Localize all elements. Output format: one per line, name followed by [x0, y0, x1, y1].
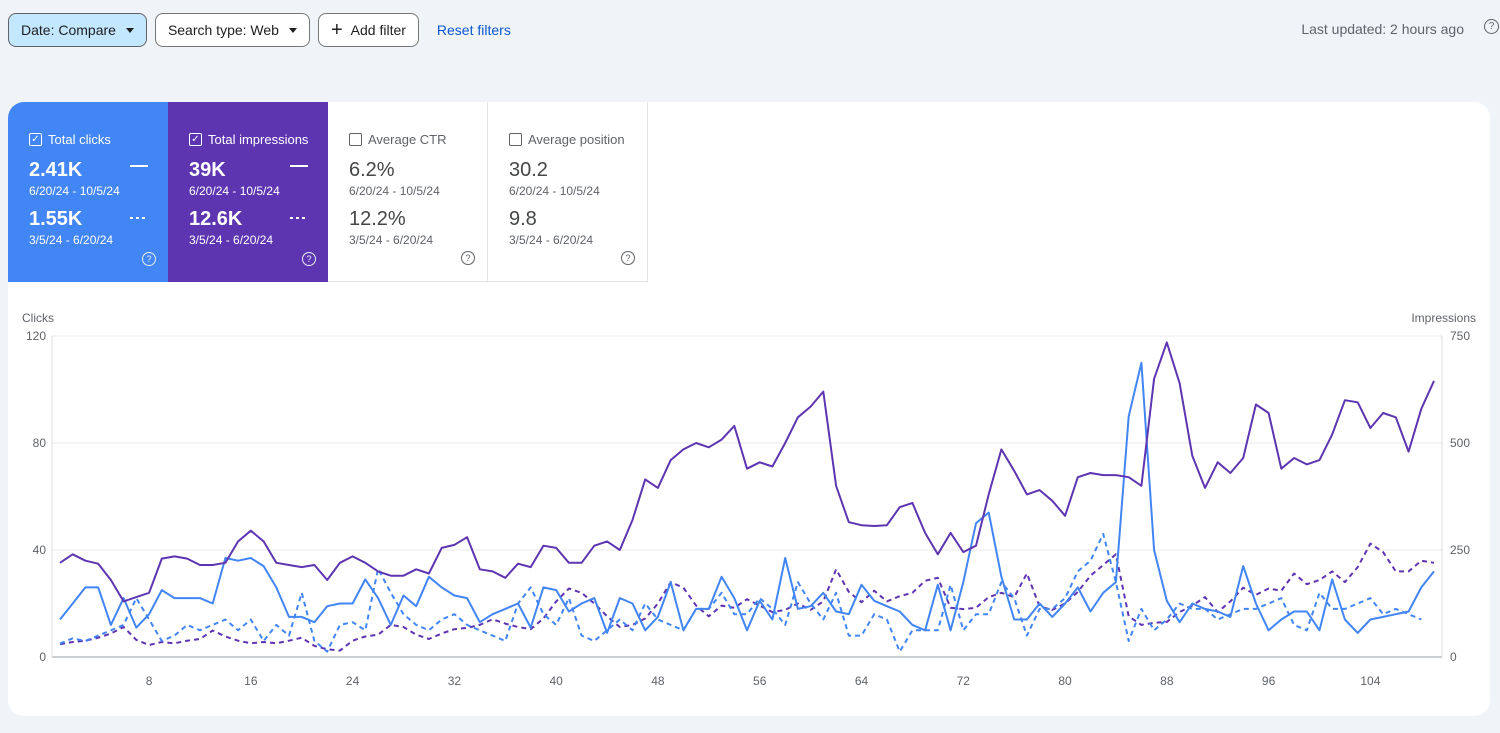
metric-current-range: 6/20/24 - 10/5/24: [509, 184, 600, 198]
clicks-previous-series-line: [59, 532, 1422, 653]
metric-tile-total-impressions[interactable]: ✓ Total impressions 39K 6/20/24 - 10/5/2…: [168, 102, 328, 282]
filter-toolbar: Date: Compare Search type: Web + Add fil…: [8, 12, 511, 48]
metric-tile-average-position[interactable]: Average position 30.2 6/20/24 - 10/5/24 …: [488, 102, 648, 282]
last-updated-text: Last updated: 2 hours ago: [1301, 21, 1464, 37]
checkbox-icon[interactable]: ✓: [189, 133, 202, 146]
plus-icon: +: [330, 19, 343, 41]
caret-down-icon: [288, 27, 297, 33]
x-tick-label: 8: [146, 674, 153, 688]
metric-header: ✓ Total impressions: [189, 132, 328, 147]
metric-previous-range: 3/5/24 - 6/20/24: [29, 233, 114, 247]
x-tick-label: 80: [1058, 674, 1072, 688]
y2-tick-label: 0: [1450, 650, 1457, 664]
x-tick-label: 48: [651, 674, 665, 688]
y-tick-label: 120: [26, 329, 46, 343]
clicks-current-series-line: [59, 361, 1435, 634]
checkbox-icon[interactable]: [349, 133, 362, 146]
metric-current-value: 6.2%: [349, 159, 395, 181]
metric-previous-value: 12.2%: [349, 208, 406, 230]
performance-card: ✓ Total clicks 2.41K 6/20/24 - 10/5/24 1…: [8, 102, 1490, 716]
metric-previous-range: 3/5/24 - 6/20/24: [189, 233, 274, 247]
impressions-previous-series-line: [59, 542, 1435, 652]
help-circle-icon[interactable]: ?: [461, 251, 475, 265]
impressions-current-series-line: [59, 341, 1435, 603]
y2-axis-label: Impressions: [1411, 311, 1476, 325]
y2-tick-label: 250: [1450, 543, 1470, 557]
x-tick-label: 16: [244, 674, 258, 688]
dotted-line-legend-icon: [130, 217, 148, 219]
metric-tile-average-ctr[interactable]: Average CTR 6.2% 6/20/24 - 10/5/24 12.2%…: [328, 102, 488, 282]
metric-label: Average CTR: [368, 132, 447, 147]
x-tick-label: 32: [448, 674, 462, 688]
metric-current-value: 39K: [189, 159, 226, 181]
checkbox-icon[interactable]: ✓: [29, 133, 42, 146]
caret-down-icon: [125, 27, 134, 33]
metric-label: Total clicks: [48, 132, 111, 147]
help-circle-icon[interactable]: ?: [1484, 19, 1499, 34]
search-type-label: Search type: Web: [167, 22, 279, 38]
date-filter-label: Date: Compare: [21, 22, 116, 38]
metric-previous-value: 12.6K: [189, 208, 243, 230]
metric-header: Average position: [509, 132, 647, 147]
metric-header: Average CTR: [349, 132, 487, 147]
x-tick-label: 72: [957, 674, 971, 688]
metric-previous-value: 1.55K: [29, 208, 83, 230]
help-circle-icon[interactable]: ?: [142, 252, 156, 266]
x-tick-label: 96: [1262, 674, 1276, 688]
metric-current-value: 2.41K: [29, 159, 83, 181]
reset-filters-link[interactable]: Reset filters: [436, 22, 511, 38]
solid-line-legend-icon: [290, 165, 308, 167]
add-filter-button[interactable]: + Add filter: [317, 13, 419, 47]
y2-tick-label: 750: [1450, 329, 1470, 343]
performance-chart[interactable]: 0 40 80 120 0 250 500 750 8 16 24 32 40 48 56 64 72 80 88 9…: [8, 102, 1490, 716]
help-circle-icon[interactable]: ?: [621, 251, 635, 265]
x-tick-label: 104: [1360, 674, 1380, 688]
metric-current-range: 6/20/24 - 10/5/24: [189, 184, 280, 198]
help-circle-icon[interactable]: ?: [302, 252, 316, 266]
x-tick-label: 40: [549, 674, 563, 688]
metric-current-value: 30.2: [509, 159, 548, 181]
y2-tick-label: 500: [1450, 436, 1470, 450]
metric-previous-range: 3/5/24 - 6/20/24: [509, 233, 594, 247]
metric-current-range: 6/20/24 - 10/5/24: [349, 184, 440, 198]
metric-previous-value: 9.8: [509, 208, 537, 230]
x-tick-label: 24: [346, 674, 360, 688]
add-filter-label: Add filter: [350, 22, 406, 38]
metric-current-range: 6/20/24 - 10/5/24: [29, 184, 120, 198]
metric-label: Average position: [528, 132, 625, 147]
y-tick-label: 80: [33, 436, 47, 450]
y-tick-label: 40: [33, 543, 47, 557]
solid-line-legend-icon: [130, 165, 148, 167]
x-tick-label: 88: [1160, 674, 1174, 688]
y-tick-label: 0: [39, 650, 46, 664]
x-tick-label: 56: [753, 674, 767, 688]
dotted-line-legend-icon: [290, 217, 308, 219]
metric-tile-total-clicks[interactable]: ✓ Total clicks 2.41K 6/20/24 - 10/5/24 1…: [8, 102, 168, 282]
metric-header: ✓ Total clicks: [29, 132, 168, 147]
checkbox-icon[interactable]: [509, 133, 522, 146]
metric-previous-range: 3/5/24 - 6/20/24: [349, 233, 434, 247]
date-filter-button[interactable]: Date: Compare: [8, 13, 147, 47]
search-type-button[interactable]: Search type: Web: [154, 13, 310, 47]
metric-label: Total impressions: [208, 132, 309, 147]
y-axis-label: Clicks: [22, 311, 54, 325]
x-tick-label: 64: [855, 674, 869, 688]
